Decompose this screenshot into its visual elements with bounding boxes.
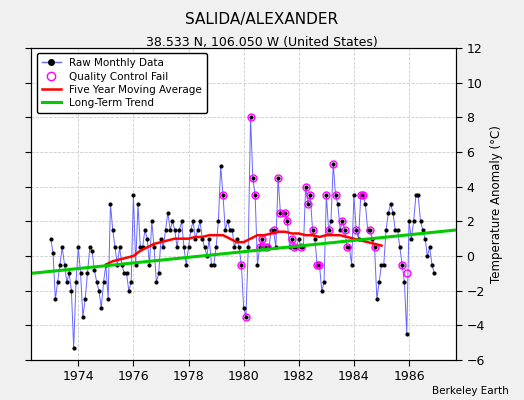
Y-axis label: Temperature Anomaly (°C): Temperature Anomaly (°C) <box>490 125 503 283</box>
Legend: Raw Monthly Data, Quality Control Fail, Five Year Moving Average, Long-Term Tren: Raw Monthly Data, Quality Control Fail, … <box>37 53 207 113</box>
Text: Berkeley Earth: Berkeley Earth <box>432 386 508 396</box>
Text: 38.533 N, 106.050 W (United States): 38.533 N, 106.050 W (United States) <box>146 36 378 49</box>
Text: SALIDA/ALEXANDER: SALIDA/ALEXANDER <box>185 12 339 27</box>
